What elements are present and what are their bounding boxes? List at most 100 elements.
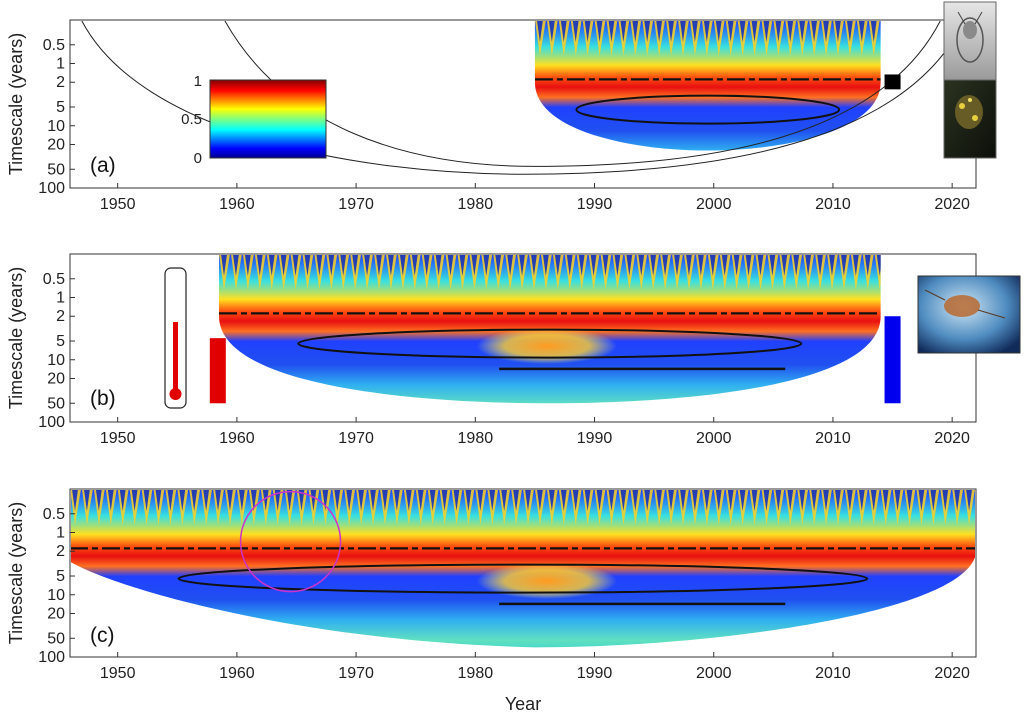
x-tick-label: 1960 xyxy=(219,430,255,447)
high-frequency-feature xyxy=(703,490,710,511)
high-frequency-feature xyxy=(668,21,675,42)
high-frequency-feature xyxy=(405,490,412,511)
high-frequency-feature xyxy=(340,255,347,276)
high-frequency-feature xyxy=(763,490,770,511)
high-frequency-feature xyxy=(72,490,78,511)
high-frequency-feature xyxy=(525,490,531,511)
y-tick-label: 1 xyxy=(56,290,65,307)
high-frequency-feature xyxy=(799,490,806,511)
panel-a-x-axis: 1950 1960 1970 1980 1990 2000 2010 2020 xyxy=(100,183,970,213)
high-frequency-feature xyxy=(787,490,794,511)
high-frequency-feature xyxy=(459,255,466,276)
thermometer-icon xyxy=(164,267,187,409)
high-frequency-feature xyxy=(119,490,126,511)
high-frequency-feature xyxy=(507,255,514,276)
high-frequency-feature xyxy=(709,255,716,276)
high-frequency-feature xyxy=(495,255,502,276)
y-tick-label: 50 xyxy=(47,395,65,412)
high-frequency-feature xyxy=(703,21,710,42)
high-frequency-feature xyxy=(155,490,162,511)
x-tick-label: 2020 xyxy=(934,196,970,213)
high-frequency-feature xyxy=(584,21,591,42)
high-frequency-feature xyxy=(107,490,114,511)
high-frequency-feature xyxy=(167,490,174,511)
high-frequency-feature xyxy=(811,21,818,42)
high-frequency-feature xyxy=(298,490,305,511)
y-tick-label: 50 xyxy=(47,630,65,647)
y-tick-label: 10 xyxy=(47,118,65,135)
high-frequency-feature xyxy=(596,490,603,511)
x-axis-title: Year xyxy=(505,694,541,714)
high-frequency-feature xyxy=(966,490,973,511)
x-tick-label: 1990 xyxy=(577,196,613,213)
high-frequency-feature xyxy=(215,490,222,511)
high-frequency-feature xyxy=(906,490,913,511)
y-tick-label: 50 xyxy=(47,161,65,178)
high-frequency-feature xyxy=(536,21,543,42)
y-tick-label: 0.5 xyxy=(43,271,65,288)
y-tick-label: 5 xyxy=(56,333,65,350)
high-frequency-feature xyxy=(429,490,436,511)
y-tick-label: 100 xyxy=(38,649,65,666)
colorbar-tick-mid: 0.5 xyxy=(181,111,202,128)
high-frequency-feature xyxy=(715,21,722,42)
x-tick-label: 2000 xyxy=(696,430,732,447)
high-frequency-feature xyxy=(828,255,835,276)
high-frequency-feature xyxy=(656,21,663,42)
high-frequency-feature xyxy=(399,255,406,276)
high-frequency-feature xyxy=(882,490,889,511)
high-frequency-feature xyxy=(465,490,472,511)
high-frequency-feature xyxy=(292,255,299,276)
high-frequency-feature xyxy=(632,490,639,511)
high-frequency-feature xyxy=(644,21,651,42)
y-tick-label: 5 xyxy=(56,99,65,116)
high-frequency-feature xyxy=(131,490,138,511)
high-frequency-feature xyxy=(894,490,901,511)
panel-c-y-title: Timescale (years) xyxy=(6,502,26,644)
significance-contour xyxy=(297,328,803,359)
high-frequency-feature xyxy=(334,490,341,511)
x-tick-label: 2000 xyxy=(696,665,732,682)
high-frequency-feature xyxy=(483,255,490,276)
y-tick-label: 10 xyxy=(47,352,65,369)
high-frequency-feature xyxy=(143,490,150,511)
high-frequency-feature xyxy=(751,490,758,511)
high-frequency-feature xyxy=(852,255,859,276)
x-tick-label: 2010 xyxy=(815,196,851,213)
high-frequency-feature xyxy=(286,490,293,511)
high-frequency-feature xyxy=(513,490,520,511)
high-frequency-feature xyxy=(870,490,877,511)
high-frequency-feature xyxy=(608,490,615,511)
high-frequency-feature xyxy=(727,21,734,42)
high-frequency-feature xyxy=(846,490,853,511)
high-frequency-feature xyxy=(656,490,663,511)
y-tick-label: 0.5 xyxy=(43,506,65,523)
high-frequency-feature xyxy=(805,255,812,276)
high-frequency-feature xyxy=(626,255,633,276)
panel-b-x-axis: 1950 1960 1970 1980 1990 2000 2010 2020 xyxy=(100,417,970,447)
high-frequency-feature xyxy=(650,255,657,276)
high-frequency-feature xyxy=(596,21,603,42)
high-frequency-feature xyxy=(489,490,496,511)
high-frequency-feature xyxy=(691,490,698,511)
high-frequency-feature xyxy=(554,255,561,276)
high-frequency-feature xyxy=(781,255,788,276)
high-frequency-feature xyxy=(477,490,484,511)
high-frequency-feature xyxy=(668,490,675,511)
high-frequency-feature xyxy=(441,490,448,511)
panel-c-highlight-circle xyxy=(239,490,342,593)
significance-contour xyxy=(177,563,869,594)
high-frequency-feature xyxy=(322,490,329,511)
high-frequency-feature xyxy=(739,490,746,511)
high-frequency-feature xyxy=(751,21,758,42)
high-frequency-feature xyxy=(387,255,394,276)
high-frequency-feature xyxy=(530,255,537,276)
high-frequency-feature xyxy=(364,255,371,276)
high-frequency-feature xyxy=(763,21,770,42)
high-frequency-feature xyxy=(930,490,937,511)
high-frequency-feature xyxy=(870,21,877,42)
x-tick-label: 1970 xyxy=(338,196,374,213)
panel-b-temperature-bar xyxy=(209,338,226,404)
